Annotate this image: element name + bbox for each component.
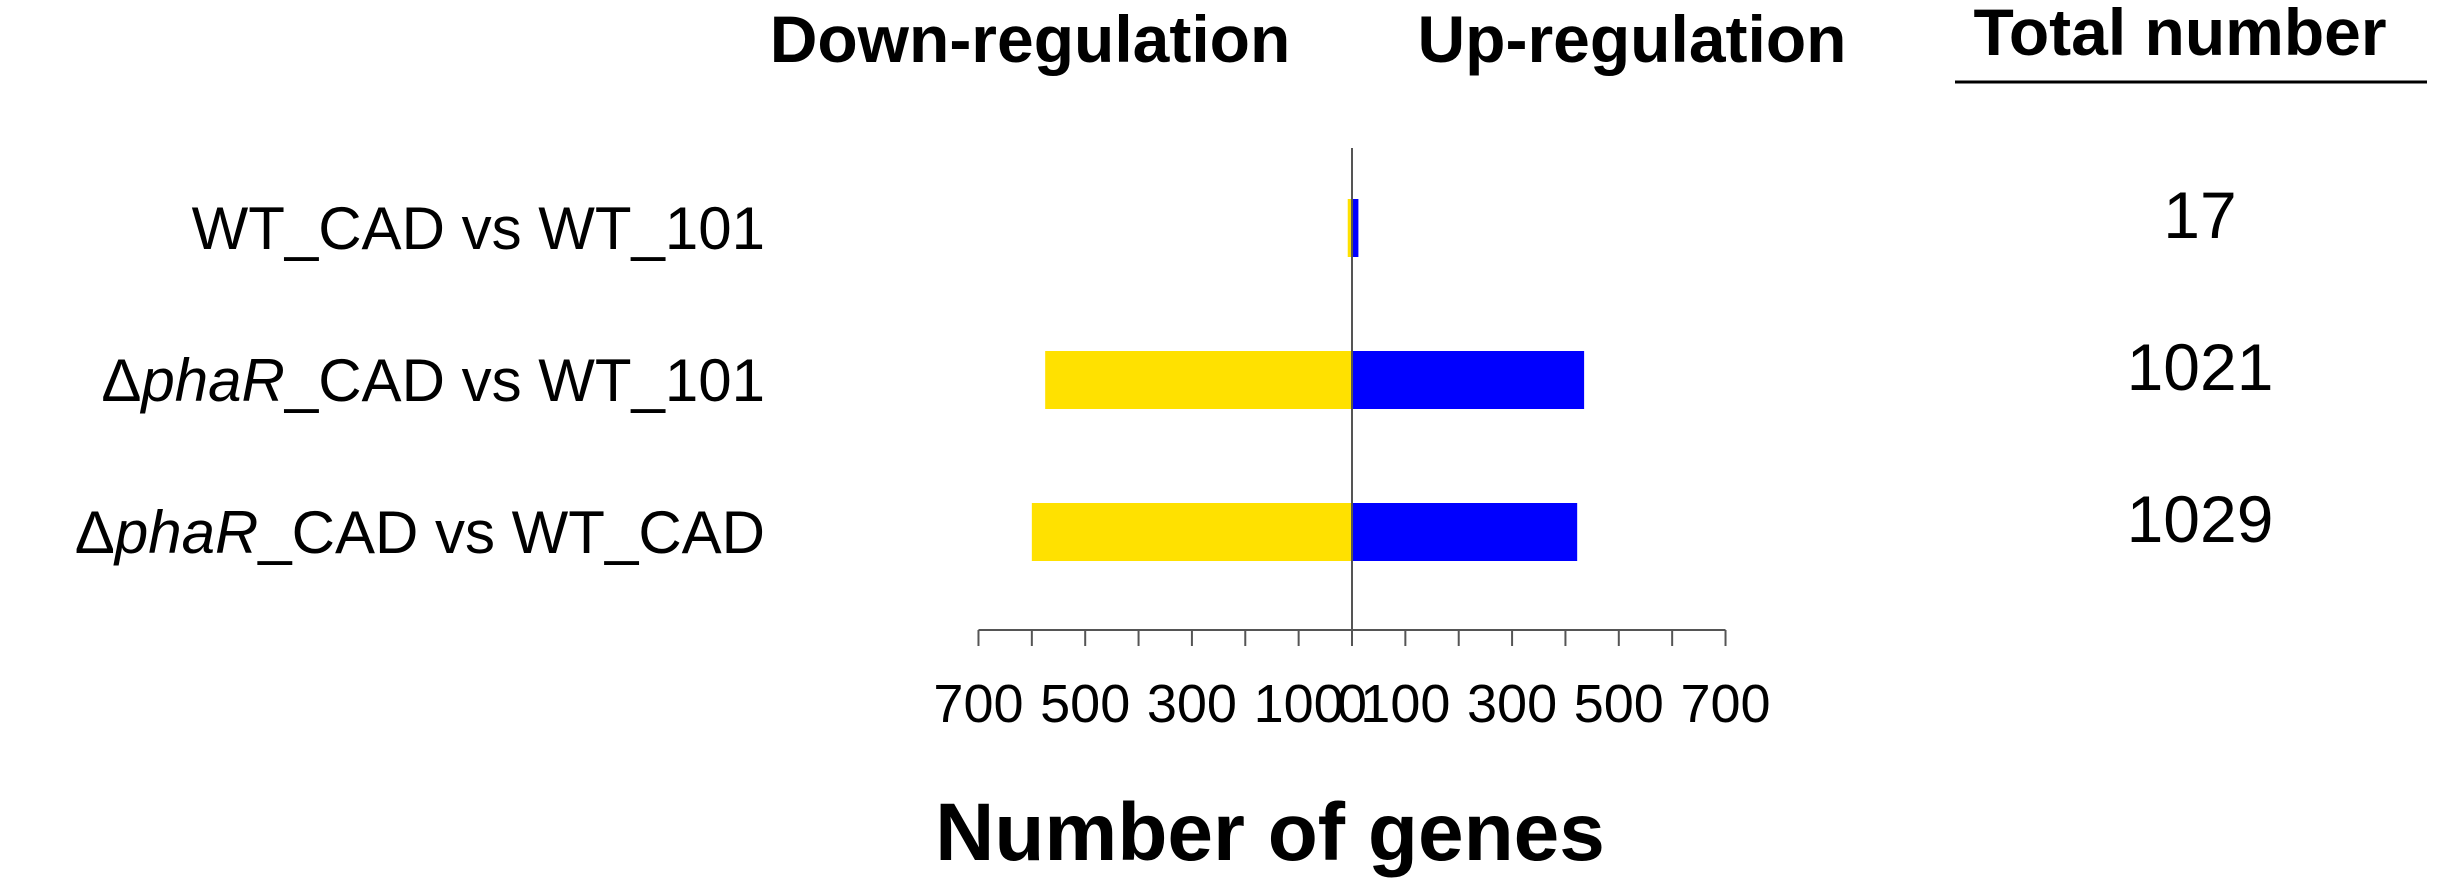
x-tick-label: 300 <box>1467 674 1557 734</box>
header-total-number: Total number <box>1973 0 2386 69</box>
up-regulation-bar <box>1352 503 1578 561</box>
x-tick-label: 500 <box>1040 674 1130 734</box>
x-tick-label: 700 <box>1680 674 1770 734</box>
category-label: ΔphaR_CAD vs WT_101 <box>101 347 765 414</box>
down-regulation-bar <box>1347 199 1352 257</box>
total-number-value: 17 <box>2163 178 2236 252</box>
down-regulation-bar <box>1031 503 1352 561</box>
up-regulation-bar <box>1352 199 1359 257</box>
category-label: ΔphaR_CAD vs WT_CAD <box>75 499 765 566</box>
x-tick-label: 500 <box>1574 674 1664 734</box>
axes-group <box>977 148 1727 646</box>
x-tick-label: 0 <box>1337 674 1367 734</box>
total-number-value: 1029 <box>2127 482 2274 556</box>
x-tick-label: 100 <box>1360 674 1450 734</box>
category-label: WT_CAD vs WT_101 <box>192 195 765 262</box>
down-regulation-bar <box>1045 351 1352 409</box>
header-down-regulation: Down-regulation <box>770 2 1291 76</box>
up-regulation-bar <box>1352 351 1585 409</box>
x-axis-label: Number of genes <box>935 787 1605 878</box>
bars-group <box>1031 199 1585 561</box>
x-tick-label: 700 <box>933 674 1023 734</box>
total-number-value: 1021 <box>2127 330 2274 404</box>
x-tick-label: 100 <box>1254 674 1344 734</box>
x-tick-label: 300 <box>1147 674 1237 734</box>
header-up-regulation: Up-regulation <box>1418 2 1847 76</box>
